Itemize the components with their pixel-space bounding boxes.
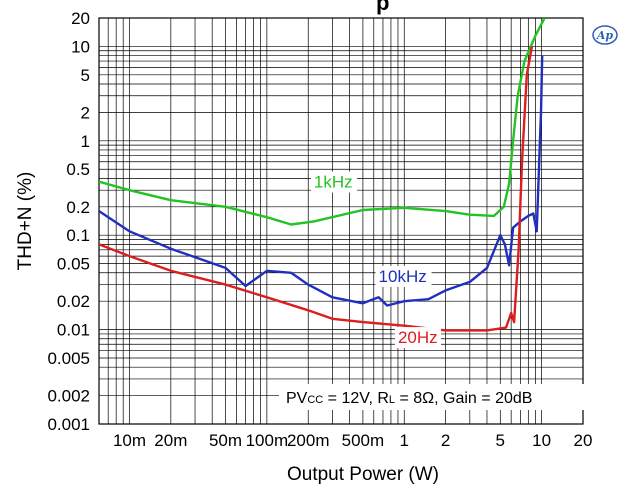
- y-axis-label: THD+N (%): [15, 172, 36, 271]
- condition-pv-subscript: CC: [307, 394, 323, 406]
- y-tick-label: 0.5: [66, 160, 90, 179]
- series-label-bg: [375, 265, 432, 287]
- x-tick-label: 20m: [154, 431, 187, 450]
- condition-mid: = 12V, R: [323, 390, 389, 407]
- test-conditions-annotation: PVCC = 12V, RL = 8Ω, Gain = 20dB: [279, 384, 609, 410]
- y-tick-label: 2: [81, 103, 90, 122]
- y-tick-label: 0.005: [47, 349, 90, 368]
- x-tick-label: 10m: [113, 431, 146, 450]
- grid-lines: [99, 18, 583, 424]
- y-tick-label: 0.002: [47, 387, 90, 406]
- y-tick-labels: 20 10 5 2 1 0.5 0.2 0.1 0.05 0.02 0.01 0.005 0.002 0.…: [47, 9, 90, 434]
- condition-end: = 8Ω, Gain = 20dB: [395, 390, 532, 407]
- x-tick-label: 1: [400, 431, 409, 450]
- y-tick-label: 5: [81, 66, 90, 85]
- x-tick-label: 100m: [246, 431, 289, 450]
- y-tick-label: 0.01: [57, 321, 90, 340]
- plot-frame: [98, 17, 584, 425]
- x-axis-label: Output Power (W): [287, 464, 439, 485]
- svg-text:PVCC = 12V, RL = 8Ω, Gain = 20: PVCC = 12V, RL = 8Ω, Gain = 20dB: [286, 390, 532, 407]
- y-tick-label: 10: [71, 37, 90, 56]
- x-tick-label: 20: [574, 431, 593, 450]
- chart-title: p: [376, 0, 389, 15]
- condition-rl-subscript: L: [389, 394, 395, 406]
- condition-pv: PV: [286, 390, 308, 407]
- series-label-bg: [310, 171, 357, 193]
- y-tick-label: 1: [81, 132, 90, 151]
- x-tick-label: 500m: [342, 431, 385, 450]
- x-tick-label: 200m: [287, 431, 330, 450]
- y-tick-label: 0.02: [57, 292, 90, 311]
- y-tick-label: 0.1: [66, 226, 90, 245]
- ap-logo: Ap: [592, 25, 618, 45]
- x-tick-label: 2: [441, 431, 450, 450]
- series-label-bg: [394, 327, 441, 349]
- series-labels: 1kHz 10kHz 20Hz: [310, 171, 441, 349]
- series-line-10khz: [99, 55, 544, 307]
- series-line-1khz: [99, 18, 546, 226]
- ap-logo-text: Ap: [596, 29, 614, 42]
- series-label-1khz: 1kHz: [314, 173, 353, 192]
- y-tick-label: 0.05: [57, 255, 90, 274]
- y-tick-label: 0.2: [66, 198, 90, 217]
- series-label-20hz: 20Hz: [398, 328, 438, 347]
- x-tick-label: 10: [532, 431, 551, 450]
- y-tick-label: 0.001: [47, 415, 90, 434]
- x-tick-label: 5: [496, 431, 505, 450]
- series-label-10khz: 10kHz: [379, 267, 427, 286]
- y-tick-label: 20: [71, 9, 90, 28]
- x-tick-label: 50m: [209, 431, 242, 450]
